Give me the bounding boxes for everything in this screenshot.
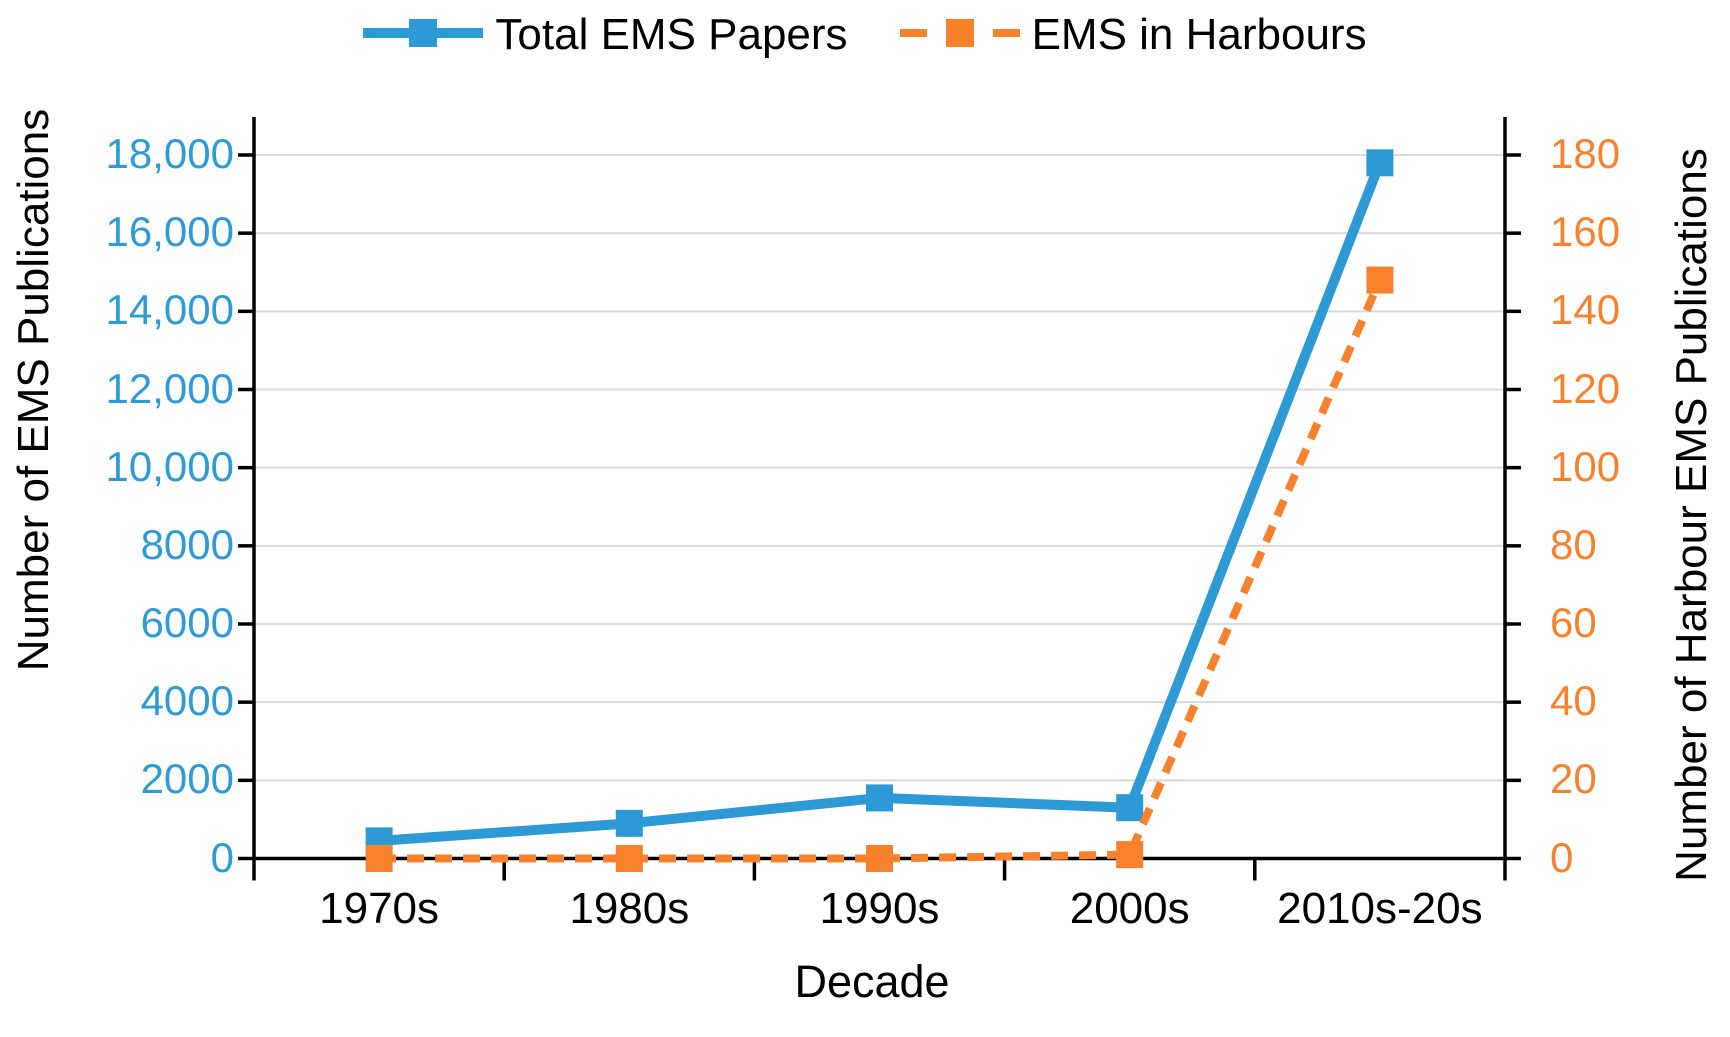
left-axis-tick-label: 4000 (140, 677, 234, 725)
left-axis-tick-label: 8000 (140, 520, 234, 568)
right-axis-tick-label: 180 (1550, 130, 1621, 177)
legend-label-total-ems-papers: Total EMS Papers (495, 10, 848, 59)
data-point-marker-ems-in-harbours (866, 845, 893, 872)
right-axis-tick-label: 140 (1550, 286, 1621, 334)
left-axis-tick-label: 10,000 (105, 442, 234, 490)
x-axis-title: Decade (794, 956, 950, 1007)
data-point-marker-total-ems-papers (615, 809, 643, 837)
series-line-total-ems-papers (378, 161, 1385, 846)
data-point-marker-ems-in-harbours (615, 845, 643, 872)
data-point-marker-ems-in-harbours (365, 845, 393, 872)
legend-label-ems-in-harbours: EMS in Harbours (1031, 10, 1367, 59)
x-axis-tick-label: 1970s (319, 884, 440, 933)
x-axis-tick-label: 1990s (819, 884, 940, 933)
right-axis-tick-label: 120 (1550, 364, 1621, 412)
right-axis-tick-label: 60 (1550, 599, 1597, 646)
legend-item-ems-in-harbours: EMS in Harbours (899, 10, 1367, 60)
left-axis-tick-label: 2000 (140, 755, 234, 803)
legend-swatch-dashed-line-square-icon (899, 16, 1020, 55)
legend-swatch-solid-line-square-icon (363, 16, 484, 55)
left-axis-tick-label: 0 (210, 833, 234, 881)
chart-legend: Total EMS Papers EMS in Harbours (0, 10, 1730, 60)
data-point-marker-total-ems-papers (1366, 149, 1394, 177)
left-axis-tick-label: 6000 (140, 599, 234, 646)
data-point-marker-total-ems-papers (1116, 794, 1144, 822)
right-axis-tick-label: 0 (1550, 833, 1574, 881)
left-axis-tick-label: 18,000 (105, 130, 234, 177)
right-axis-tick-label: 80 (1550, 520, 1597, 568)
x-axis-tick-label: 2010s-20s (1277, 884, 1483, 933)
left-axis-tick-label: 14,000 (105, 286, 234, 334)
left-axis-tick-label: 12,000 (105, 364, 234, 412)
right-axis-tick-label: 160 (1550, 208, 1621, 256)
right-axis-tick-label: 100 (1550, 442, 1621, 490)
data-point-marker-ems-in-harbours (1116, 841, 1144, 869)
left-axis-tick-label: 16,000 (105, 208, 234, 256)
x-axis-tick-label: 1980s (569, 884, 690, 933)
right-axis-tick-label: 40 (1550, 677, 1597, 725)
legend-item-total-ems-papers: Total EMS Papers (363, 10, 848, 60)
x-axis-tick-label: 2000s (1069, 884, 1190, 933)
right-axis-tick-label: 20 (1550, 755, 1597, 803)
data-point-marker-total-ems-papers (866, 784, 893, 812)
series-line-ems-in-harbours (379, 278, 1384, 863)
data-point-marker-ems-in-harbours (1366, 266, 1394, 294)
